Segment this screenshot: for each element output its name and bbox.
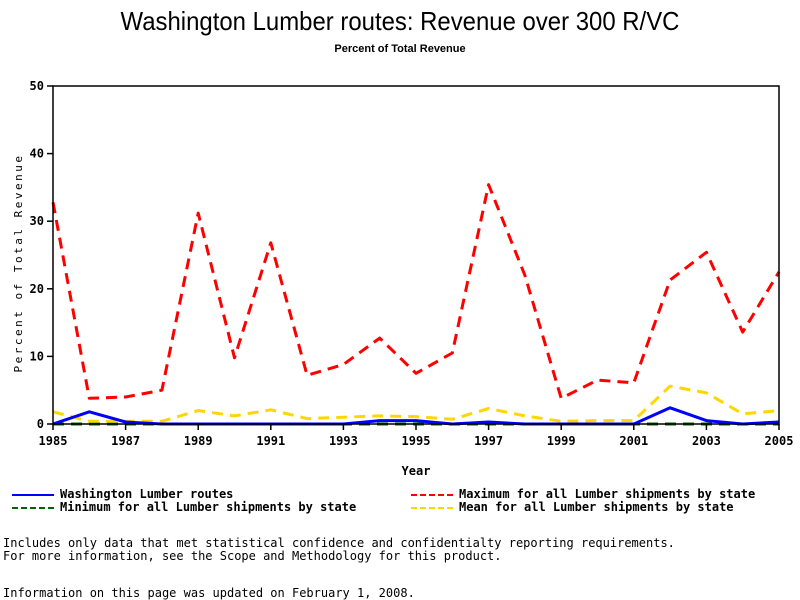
legend-swatch-solid-blue bbox=[12, 493, 54, 496]
legend-item-3: Mean for all Lumber shipments by state bbox=[411, 501, 734, 514]
footer-note-2: For more information, see the Scope and … bbox=[3, 549, 502, 563]
series-layer bbox=[51, 183, 781, 426]
legend-swatch-dashed-red bbox=[411, 493, 453, 496]
y-tick-label: 0 bbox=[37, 417, 44, 431]
legend-item-1: Maximum for all Lumber shipments by stat… bbox=[411, 488, 755, 501]
footer-note-1: Includes only data that met statistical … bbox=[3, 536, 675, 550]
legend-label: Washington Lumber routes bbox=[60, 487, 234, 501]
legend-item-2: Minimum for all Lumber shipments by stat… bbox=[12, 501, 356, 514]
x-tick-label: 1987 bbox=[111, 434, 140, 448]
x-tick-label: 1989 bbox=[184, 434, 213, 448]
x-tick-label: 1995 bbox=[402, 434, 431, 448]
y-axis: 0 10 20 30 40 50 bbox=[30, 79, 53, 431]
chart-subtitle: Percent of Total Revenue bbox=[334, 43, 466, 55]
legend-swatch-dashed-yellow bbox=[411, 506, 453, 509]
footer-updated: Information on this page was updated on … bbox=[3, 586, 415, 600]
x-tick-label: 2003 bbox=[692, 434, 721, 448]
x-axis: 1985 1987 1989 1991 1993 1995 1997 1999 2001 2003… bbox=[39, 424, 794, 448]
y-tick-label: 10 bbox=[30, 349, 44, 363]
x-tick-label: 1999 bbox=[547, 434, 576, 448]
x-tick-label: 1985 bbox=[39, 434, 68, 448]
y-tick-label: 50 bbox=[30, 79, 44, 93]
chart-title: Washington Lumber routes: Revenue over 3… bbox=[120, 6, 680, 36]
x-axis-title: Year bbox=[402, 464, 431, 478]
x-tick-label: 1991 bbox=[256, 434, 285, 448]
series-line-1 bbox=[51, 183, 781, 400]
x-tick-label: 1997 bbox=[474, 434, 503, 448]
legend-item-0: Washington Lumber routes bbox=[12, 488, 233, 501]
legend-label: Minimum for all Lumber shipments by stat… bbox=[60, 500, 357, 514]
y-tick-label: 30 bbox=[30, 214, 44, 228]
legend-label: Maximum for all Lumber shipments by stat… bbox=[459, 487, 756, 501]
legend-swatch-dashed-green bbox=[12, 506, 54, 509]
x-tick-label: 2005 bbox=[765, 434, 794, 448]
y-axis-title: Percent of Total Revenue bbox=[12, 154, 25, 373]
y-tick-label: 40 bbox=[30, 147, 44, 161]
x-tick-label: 1993 bbox=[329, 434, 358, 448]
y-tick-label: 20 bbox=[30, 282, 44, 296]
x-tick-label: 2001 bbox=[619, 434, 648, 448]
legend-label: Mean for all Lumber shipments by state bbox=[459, 500, 734, 514]
